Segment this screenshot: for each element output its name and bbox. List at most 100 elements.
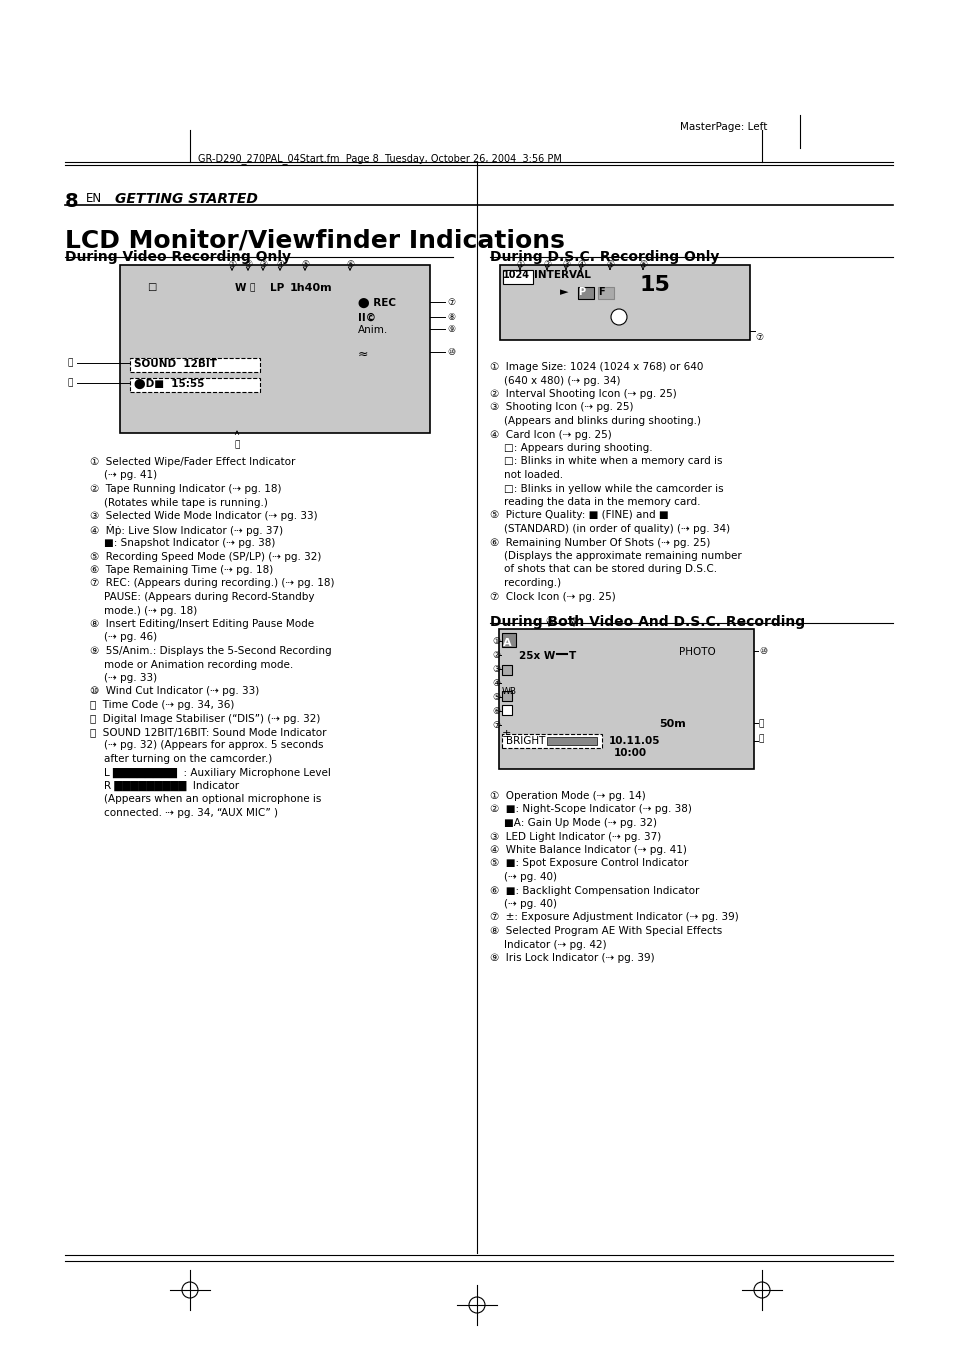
Text: (⇢ pg. 32) (Appears for approx. 5 seconds: (⇢ pg. 32) (Appears for approx. 5 second… xyxy=(104,740,323,751)
Text: ⑩: ⑩ xyxy=(447,349,455,357)
Text: (Rotates while tape is running.): (Rotates while tape is running.) xyxy=(104,497,268,508)
Circle shape xyxy=(753,1282,769,1298)
Text: A: A xyxy=(502,638,511,648)
Text: ⑤: ⑤ xyxy=(300,259,309,269)
Text: ■: Snapshot Indicator (⇢ pg. 38): ■: Snapshot Indicator (⇢ pg. 38) xyxy=(104,538,275,549)
Text: (Appears when an optional microphone is: (Appears when an optional microphone is xyxy=(104,794,321,804)
Text: (Appears and blinks during shooting.): (Appears and blinks during shooting.) xyxy=(503,416,700,426)
Text: ①: ① xyxy=(492,638,499,646)
Text: T: T xyxy=(568,651,576,661)
Text: GR-D290_270PAL_04Start.fm  Page 8  Tuesday, October 26, 2004  3:56 PM: GR-D290_270PAL_04Start.fm Page 8 Tuesday… xyxy=(198,153,561,163)
Text: □: Blinks in white when a memory card is: □: Blinks in white when a memory card is xyxy=(503,457,721,466)
Text: ⑧  Insert Editing/Insert Editing Pause Mode: ⑧ Insert Editing/Insert Editing Pause Mo… xyxy=(90,619,314,630)
Text: ⑧  Selected Program AE With Special Effects: ⑧ Selected Program AE With Special Effec… xyxy=(490,925,721,936)
Text: ②: ② xyxy=(244,259,252,269)
Text: ③: ③ xyxy=(492,665,499,674)
Text: ①  Image Size: 1024 (1024 x 768) or 640: ① Image Size: 1024 (1024 x 768) or 640 xyxy=(490,362,702,372)
Text: recording.): recording.) xyxy=(503,578,560,588)
Bar xyxy=(130,378,260,392)
Text: ⑦: ⑦ xyxy=(447,299,455,307)
Text: ③  Shooting Icon (⇢ pg. 25): ③ Shooting Icon (⇢ pg. 25) xyxy=(490,403,633,412)
Text: ±: ± xyxy=(501,730,511,739)
Bar xyxy=(501,705,512,715)
Text: (⇢ pg. 41): (⇢ pg. 41) xyxy=(104,470,157,481)
Bar xyxy=(499,265,749,340)
Text: ③  LED Light Indicator (⇢ pg. 37): ③ LED Light Indicator (⇢ pg. 37) xyxy=(490,831,660,842)
Text: ⑦: ⑦ xyxy=(492,721,499,730)
Text: (⇢ pg. 40): (⇢ pg. 40) xyxy=(503,871,557,882)
Text: Anim.: Anim. xyxy=(357,326,388,335)
Text: ⑤: ⑤ xyxy=(605,259,614,269)
Text: ☐: ☐ xyxy=(147,282,156,293)
Text: ④: ④ xyxy=(275,259,284,269)
Text: ⑥  Remaining Number Of Shots (⇢ pg. 25): ⑥ Remaining Number Of Shots (⇢ pg. 25) xyxy=(490,538,710,547)
Text: 1024: 1024 xyxy=(502,270,530,280)
Text: ②: ② xyxy=(542,259,551,269)
Text: ①: ① xyxy=(516,259,523,269)
Text: ≈: ≈ xyxy=(357,349,368,361)
Text: ⑥  ■: Backlight Compensation Indicator: ⑥ ■: Backlight Compensation Indicator xyxy=(490,885,699,896)
Bar xyxy=(498,630,753,769)
Bar xyxy=(120,265,430,434)
Text: ⑤  ■: Spot Exposure Control Indicator: ⑤ ■: Spot Exposure Control Indicator xyxy=(490,858,688,869)
Text: mode.) (⇢ pg. 18): mode.) (⇢ pg. 18) xyxy=(104,605,197,616)
Text: 8: 8 xyxy=(65,192,78,211)
Text: LP: LP xyxy=(270,282,284,293)
Text: ③  Selected Wide Mode Indicator (⇢ pg. 33): ③ Selected Wide Mode Indicator (⇢ pg. 33… xyxy=(90,511,317,521)
Text: ⑪  Time Code (⇢ pg. 34, 36): ⑪ Time Code (⇢ pg. 34, 36) xyxy=(90,700,234,711)
Text: ⑪: ⑪ xyxy=(234,440,239,449)
Text: ④: ④ xyxy=(577,259,584,269)
Text: ⑦  REC: (Appears during recording.) (⇢ pg. 18): ⑦ REC: (Appears during recording.) (⇢ pg… xyxy=(90,578,335,589)
Text: 25x W: 25x W xyxy=(518,651,555,661)
Text: 1h40m: 1h40m xyxy=(290,282,333,293)
Text: ⬤ REC: ⬤ REC xyxy=(357,299,395,308)
Text: P: P xyxy=(578,286,584,297)
Text: ⑤  Recording Speed Mode (SP/LP) (⇢ pg. 32): ⑤ Recording Speed Mode (SP/LP) (⇢ pg. 32… xyxy=(90,551,321,562)
Text: □: Blinks in yellow while the camcorder is: □: Blinks in yellow while the camcorder … xyxy=(503,484,723,493)
Text: L ████████  : Auxiliary Microphone Level: L ████████ : Auxiliary Microphone Level xyxy=(104,767,331,778)
Text: ⑨  Iris Lock Indicator (⇢ pg. 39): ⑨ Iris Lock Indicator (⇢ pg. 39) xyxy=(490,952,654,963)
Text: PHOTO: PHOTO xyxy=(679,647,715,657)
Text: During Both Video And D.S.C. Recording: During Both Video And D.S.C. Recording xyxy=(490,615,804,630)
Text: During D.S.C. Recording Only: During D.S.C. Recording Only xyxy=(490,250,719,263)
Bar xyxy=(501,665,512,676)
Text: PAUSE: (Appears during Record-Standby: PAUSE: (Appears during Record-Standby xyxy=(104,592,314,603)
Text: ⬤D■  15:55: ⬤D■ 15:55 xyxy=(133,380,204,389)
Bar xyxy=(501,734,601,748)
Text: (Displays the approximate remaining number: (Displays the approximate remaining numb… xyxy=(503,551,741,561)
Text: ③: ③ xyxy=(561,259,570,269)
Text: II©: II© xyxy=(357,313,375,323)
Circle shape xyxy=(182,1282,198,1298)
Text: ⑧: ⑧ xyxy=(447,313,455,322)
Text: ④  White Balance Indicator (⇢ pg. 41): ④ White Balance Indicator (⇢ pg. 41) xyxy=(490,844,686,855)
Text: ②: ② xyxy=(492,651,499,661)
Text: connected. ⇢ pg. 34, “AUX MIC” ): connected. ⇢ pg. 34, “AUX MIC” ) xyxy=(104,808,277,817)
Text: ■A: Gain Up Mode (⇢ pg. 32): ■A: Gain Up Mode (⇢ pg. 32) xyxy=(503,817,657,828)
Text: ►: ► xyxy=(559,286,568,297)
Text: (640 x 480) (⇢ pg. 34): (640 x 480) (⇢ pg. 34) xyxy=(503,376,619,385)
Text: ⑦  ±: Exposure Adjustment Indicator (⇢ pg. 39): ⑦ ±: Exposure Adjustment Indicator (⇢ pg… xyxy=(490,912,738,923)
Text: ㏙: ㏙ xyxy=(250,282,255,292)
Text: ①  Selected Wipe/Fader Effect Indicator: ① Selected Wipe/Fader Effect Indicator xyxy=(90,457,295,467)
Text: ⑨: ⑨ xyxy=(447,326,455,334)
Text: ⑥: ⑥ xyxy=(346,259,354,269)
Text: 10.11.05: 10.11.05 xyxy=(608,736,659,746)
Text: (⇢ pg. 40): (⇢ pg. 40) xyxy=(503,898,557,909)
Text: ④  Card Icon (⇢ pg. 25): ④ Card Icon (⇢ pg. 25) xyxy=(490,430,611,439)
Text: ⑪: ⑪ xyxy=(759,719,763,728)
Text: ⑩: ⑩ xyxy=(759,647,766,657)
Text: after turning on the camcorder.): after turning on the camcorder.) xyxy=(104,754,272,765)
Text: During Video Recording Only: During Video Recording Only xyxy=(65,250,291,263)
Text: ③: ③ xyxy=(258,259,267,269)
Text: ④  Ṁṗ: Live Slow Indicator (⇢ pg. 37): ④ Ṁṗ: Live Slow Indicator (⇢ pg. 37) xyxy=(90,524,283,536)
Text: ⑬: ⑬ xyxy=(68,358,73,367)
Circle shape xyxy=(469,1297,484,1313)
Text: ⑤  Picture Quality: ■ (FINE) and ■: ⑤ Picture Quality: ■ (FINE) and ■ xyxy=(490,511,668,520)
Text: ⑥: ⑥ xyxy=(639,259,646,269)
Text: ④: ④ xyxy=(492,680,499,688)
Text: MasterPage: Left: MasterPage: Left xyxy=(679,122,766,132)
Text: W: W xyxy=(234,282,246,293)
Text: (⇢ pg. 33): (⇢ pg. 33) xyxy=(104,673,157,684)
Text: ⑫: ⑫ xyxy=(759,734,763,743)
Text: ②  Interval Shooting Icon (⇢ pg. 25): ② Interval Shooting Icon (⇢ pg. 25) xyxy=(490,389,676,399)
